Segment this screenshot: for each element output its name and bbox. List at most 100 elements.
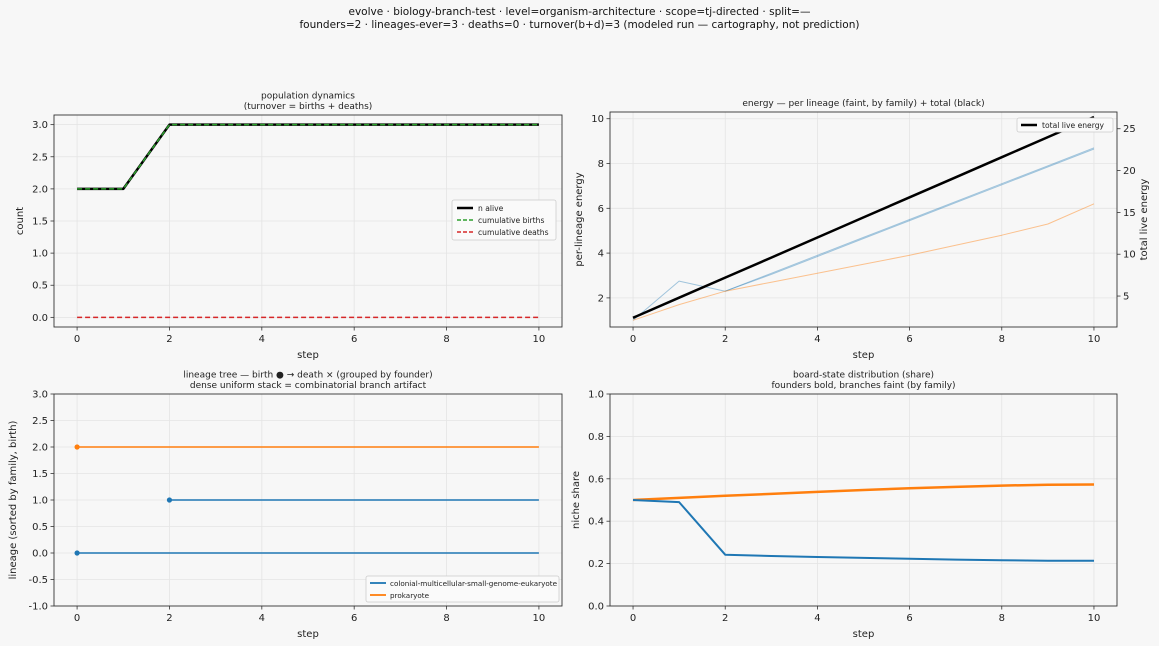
axes-frame: [609, 393, 1118, 607]
x-tick-label: 2: [166, 334, 172, 345]
legend-label: prokaryote: [390, 591, 430, 600]
y2-axis-label: total live energy: [1139, 179, 1150, 261]
y-tick-label: 0.6: [588, 474, 604, 485]
chart-title-line: board-state distribution (share): [793, 371, 934, 381]
y-tick-label: 2.0: [32, 184, 48, 195]
x-tick-label: 10: [533, 613, 546, 624]
y-tick-label: 0.0: [32, 313, 48, 324]
x-tick-label: 10: [1088, 613, 1101, 624]
legend-label: colonial-multicellular-small-genome-euka…: [390, 579, 558, 588]
x-tick-label: 0: [630, 613, 636, 624]
y-tick-label: 2.5: [32, 152, 48, 163]
y2-tick-label: 10: [1123, 250, 1136, 261]
series-line: [632, 499, 1094, 562]
x-tick-label: 10: [1088, 334, 1101, 345]
y2-tick-label: 5: [1123, 292, 1129, 303]
x-tick-label: 6: [906, 613, 912, 624]
y-tick-label: 6: [598, 204, 604, 215]
plot-area: [610, 394, 1117, 606]
chart-title-line: founders bold, branches faint (by family…: [771, 381, 955, 391]
y-tick-label: 3.0: [32, 120, 48, 131]
chart-title-line: (turnover = births + deaths): [244, 102, 373, 112]
y2-tick-label: 25: [1123, 124, 1136, 135]
x-tick-label: 10: [533, 334, 546, 345]
chart-lineage_tree: 0 2 4 6 8 10 -1.0 -0.5 0.0 0.5 1.0 1.5 2.0 2.5 3.0 step…: [8, 371, 563, 640]
x-tick-label: 4: [814, 613, 820, 624]
x-tick-label: 6: [351, 334, 357, 345]
lineage-birth-marker: [74, 550, 80, 556]
lineage-birth-marker: [166, 497, 173, 503]
figure-suptitle-line-1: evolve · biology-branch-test · level=org…: [348, 6, 811, 18]
chart-board_share: 0 2 4 6 8 10 0.0 0.2 0.4 0.6 0.8 1.0 step niche share…: [571, 371, 1118, 640]
legend-box: [1016, 117, 1114, 133]
y-axis-label: per-lineage energy: [574, 172, 585, 266]
y-tick-label: 0.4: [588, 517, 604, 528]
y-tick-label: 1.0: [32, 249, 48, 260]
y-tick-label: 10: [591, 114, 604, 125]
x-tick-label: 0: [74, 613, 80, 624]
y-axis-label: count: [15, 207, 26, 235]
y2-tick-label: 15: [1123, 208, 1136, 219]
x-tick-label: 2: [166, 613, 172, 624]
series-line: [632, 203, 1095, 321]
x-tick-label: 4: [259, 334, 265, 345]
lineage-birth-marker: [74, 444, 80, 450]
axes-frame: [609, 111, 1118, 328]
x-tick-label: 0: [74, 334, 80, 345]
legend-label: total live energy: [1042, 121, 1105, 130]
x-tick-label: 8: [999, 613, 1005, 624]
y-tick-label: 2.5: [32, 416, 48, 427]
x-axis-label: step: [853, 350, 875, 361]
y-tick-label: -0.5: [28, 575, 48, 586]
y-tick-label: -1.0: [28, 602, 48, 613]
y-tick-label: 0.5: [32, 522, 48, 533]
series-line: [632, 483, 1095, 502]
y-tick-label: 4: [598, 249, 604, 260]
chart-population: 0 2 4 6 8 10 0.0 0.5 1.0 1.5 2.0 2.5 3.0 step count pop…: [15, 92, 563, 361]
y-tick-label: 0.5: [32, 281, 48, 292]
legend-box: [451, 199, 557, 241]
y-tick-label: 2: [598, 293, 604, 304]
chart-title-line: energy — per lineage (faint, by family) …: [742, 99, 984, 109]
y-tick-label: 0.2: [588, 559, 604, 570]
y2-tick-label: 20: [1123, 166, 1136, 177]
x-tick-label: 4: [259, 613, 265, 624]
y-tick-label: 1.0: [588, 390, 604, 401]
y-tick-label: 1.5: [32, 217, 48, 228]
x-tick-label: 4: [814, 334, 820, 345]
y-axis-label: lineage (sorted by family, birth): [8, 420, 19, 579]
x-axis-label: step: [853, 629, 875, 640]
legend-label: cumulative deaths: [478, 228, 549, 237]
legend-label: n alive: [478, 204, 504, 213]
series-line: [725, 147, 1095, 292]
x-tick-label: 0: [630, 334, 636, 345]
y-tick-label: 0.8: [588, 432, 604, 443]
chart-title-line: dense uniform stack = combinatorial bran…: [190, 381, 427, 391]
figure-suptitle-line-2: founders=2 · lineages-ever=3 · deaths=0 …: [299, 19, 860, 31]
series-line: [77, 123, 539, 190]
x-tick-label: 2: [722, 334, 728, 345]
x-tick-label: 8: [443, 613, 449, 624]
legend-label: cumulative births: [478, 216, 544, 225]
y-tick-label: 0.0: [32, 549, 48, 560]
y-axis-label: niche share: [571, 471, 582, 529]
x-tick-label: 2: [722, 613, 728, 624]
y-tick-label: 1.0: [32, 496, 48, 507]
chart-title-line: lineage tree — birth ● → death × (groupe…: [183, 371, 432, 381]
y-tick-label: 3.0: [32, 390, 48, 401]
x-tick-label: 6: [906, 334, 912, 345]
x-tick-label: 6: [351, 613, 357, 624]
y-tick-label: 1.5: [32, 469, 48, 480]
series-line: [632, 148, 1095, 321]
y-tick-label: 8: [598, 159, 604, 170]
x-axis-label: step: [297, 350, 319, 361]
series-line: [632, 115, 1095, 319]
x-axis-label: step: [297, 629, 319, 640]
legend-box: [365, 575, 560, 603]
x-tick-label: 8: [999, 334, 1005, 345]
y-tick-label: 0.0: [588, 602, 604, 613]
chart-energy: 0 2 4 6 8 10 2 4 6 8 10 5 10 15 20 25 total live energy s…: [574, 99, 1150, 361]
x-tick-label: 8: [443, 334, 449, 345]
y-tick-label: 2.0: [32, 443, 48, 454]
